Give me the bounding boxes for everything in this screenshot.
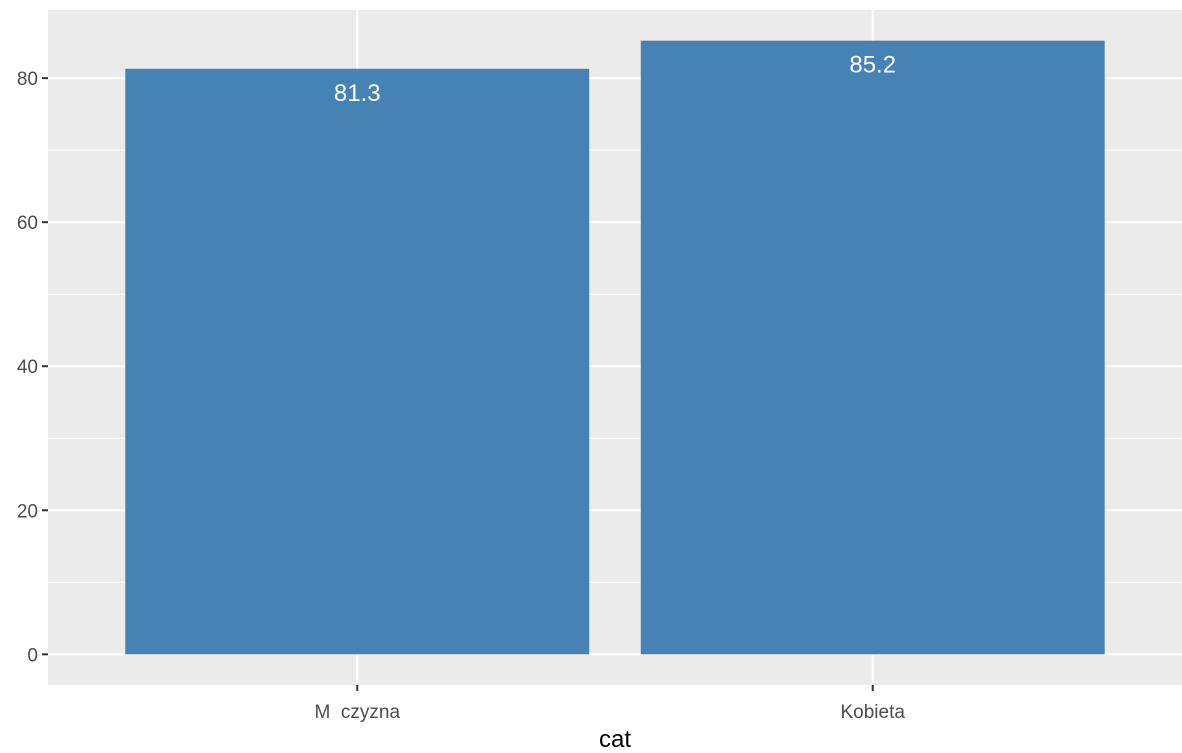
- bar: [125, 68, 590, 655]
- x-tick-label: M czyzna: [315, 702, 401, 723]
- y-tick-label: 20: [17, 501, 38, 522]
- y-tick-label: 40: [17, 357, 38, 378]
- y-tick-label: 60: [17, 213, 38, 234]
- y-axis: 0 20 40 60 80: [17, 69, 48, 666]
- x-tick-label: Kobieta: [841, 702, 906, 723]
- bar-value-label: 81.3: [334, 80, 381, 107]
- bar-value-label: 85.2: [849, 52, 896, 79]
- x-axis-title: cat: [599, 726, 631, 753]
- bar: [640, 40, 1105, 655]
- x-axis: M czyzna Kobieta: [315, 685, 906, 723]
- y-tick-label: 0: [27, 645, 38, 666]
- y-tick-label: 80: [17, 69, 38, 90]
- bars: [125, 40, 1105, 655]
- data-labels: 81.3 85.2: [334, 52, 896, 107]
